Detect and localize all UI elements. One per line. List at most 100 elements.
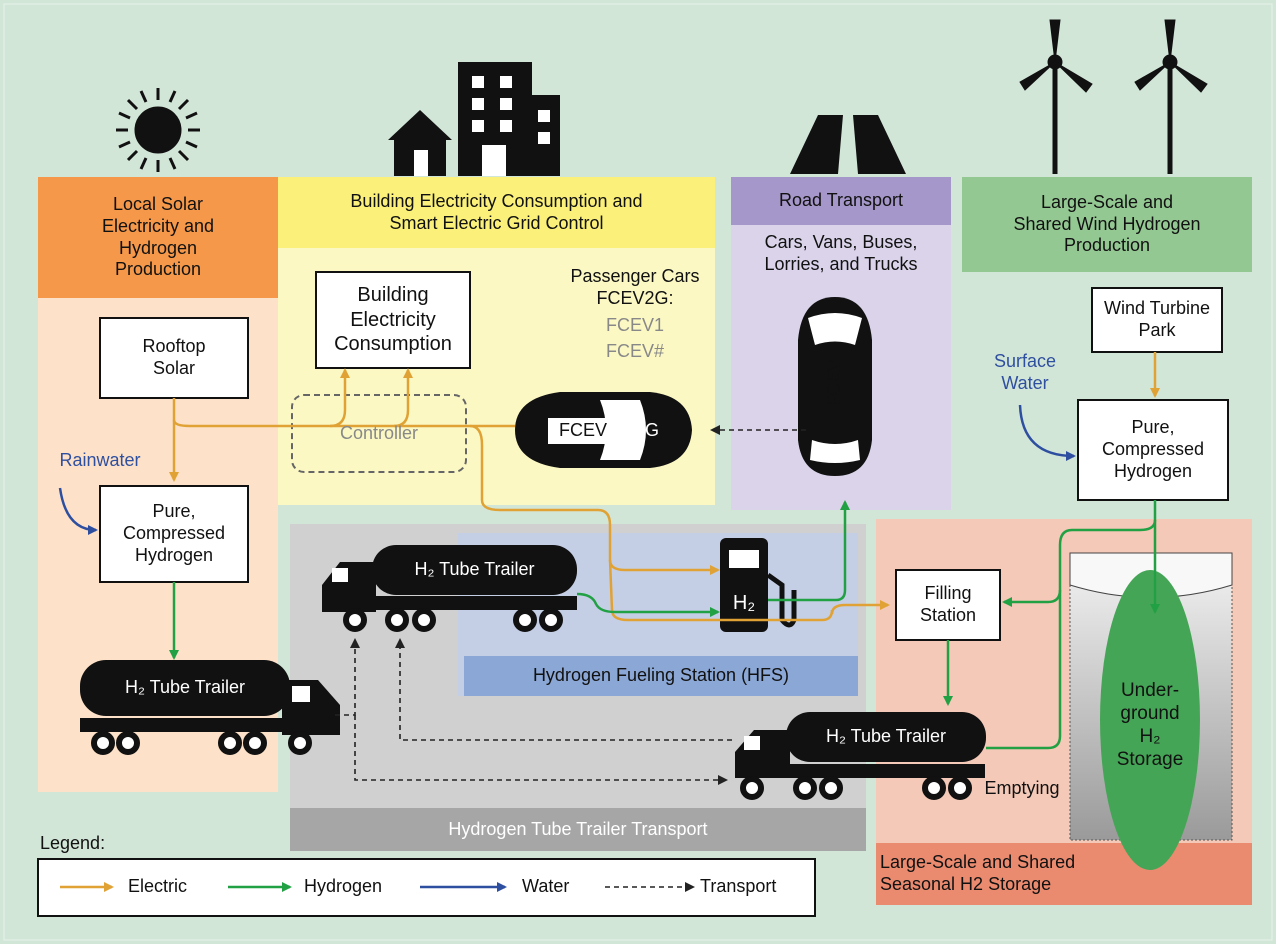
section-title: Local Solar Electricity and Hydrogen Pro… (101, 193, 215, 280)
buildings-icon-part (472, 76, 550, 176)
electric-flows-part (329, 368, 350, 428)
electric-flows-part (608, 559, 890, 622)
hydrogen-flows-part (576, 592, 720, 617)
node-label: Emptying (984, 778, 1060, 799)
trailer-truck-icons-part-part (513, 608, 537, 632)
section-panels-part (464, 656, 858, 696)
trailer-truck-icons-part (292, 686, 310, 702)
sun-icon-part (134, 106, 182, 154)
buildings-icon-part-part (472, 76, 484, 88)
node-label: Filling Station (919, 583, 977, 625)
boxes-part (291, 394, 467, 473)
section-panels-part (38, 177, 278, 298)
trailer-truck-icons-part (372, 545, 577, 595)
node-label: Rainwater (59, 450, 141, 471)
water-flows (58, 404, 1076, 535)
trailer-truck-icons-part-part (793, 776, 817, 800)
trailer-truck-icons-part (80, 718, 340, 732)
legend-item: Hydrogen (304, 876, 383, 897)
sun-icon (116, 88, 200, 172)
trailer-truck-icons-part-part (948, 776, 972, 800)
sun-icon-part (168, 157, 177, 170)
node-label: Surface Water (993, 351, 1057, 393)
boxes-part (99, 485, 249, 583)
trailer-truck-icons-part (744, 736, 760, 750)
hydrogen-flows-part (768, 500, 850, 602)
buildings-icon-part-part (472, 98, 484, 110)
pump-icon-part (729, 550, 759, 568)
sun-icon-part (118, 140, 131, 149)
trailer-truck-icons-part-part (740, 776, 764, 800)
sun-icon-part (185, 111, 198, 120)
trailer-truck-icons-part-part (385, 608, 409, 632)
hydrogen-flows-part (1002, 519, 1157, 607)
wind-turbines-icon-part (1019, 61, 1056, 91)
transport-flows-part (395, 638, 732, 741)
trailer-truck-icons-part (80, 660, 290, 716)
road-icon-part (790, 115, 843, 174)
boxes-part (895, 569, 1001, 641)
trailer-truck-icons-part-part (243, 731, 267, 755)
node-label: Controller (339, 422, 419, 443)
water-flows-part (1018, 404, 1076, 461)
trailer-label: H₂ Tube Trailer (124, 677, 246, 698)
electric-flows-part (172, 419, 515, 428)
section-title: Road Transport (778, 190, 904, 211)
electric-flows-part (393, 368, 413, 428)
sun-icon-part (185, 140, 198, 149)
trailer-truck-icons-part-part (922, 776, 946, 800)
section-title: Hydrogen Fueling Station (HFS) (532, 665, 790, 686)
buildings-icon-part-part (500, 98, 512, 110)
legend-item: Transport (700, 876, 777, 897)
buildings-icon-part-part (500, 76, 512, 88)
sun-icon-part (139, 90, 148, 103)
sun-icon-part (177, 98, 190, 111)
sun-icon-part (126, 98, 139, 111)
road-car-icon-part (808, 313, 862, 345)
frame (3, 3, 1273, 941)
boxes (37, 271, 1229, 917)
trailer-truck-icons (80, 545, 986, 800)
sun-icon-part (118, 111, 131, 120)
node-label: Under-ground H₂ Storage (1116, 679, 1184, 771)
car-label: V2G (622, 420, 660, 441)
road-icon (790, 115, 906, 174)
trailer-truck-icons-part-part (412, 608, 436, 632)
boxes-part (315, 271, 471, 369)
sun-icon-part (168, 90, 177, 103)
node-label: Passenger Cars FCEV2G: (570, 266, 700, 308)
road-car-icon-part (810, 440, 860, 463)
legend-title: Legend: (40, 833, 106, 854)
trailer-truck-icons-part-part (343, 608, 367, 632)
section-panels-part (278, 177, 715, 248)
wind-turbines-icon-part (1049, 19, 1061, 63)
trailer-truck-icons-part (332, 568, 348, 582)
trailer-truck-icons-part-part (116, 731, 140, 755)
trailer-truck-icons-part-part (218, 731, 242, 755)
buildings-icon-part (388, 110, 452, 176)
trailer-label: H₂ Tube Trailer (414, 559, 535, 580)
legend-item: Water (522, 876, 570, 897)
node-label: FCEV1 (605, 315, 665, 336)
section-title: Large-Scale and Shared Wind Hydrogen Pro… (1013, 191, 1201, 256)
trailer-truck-icons-part-part (819, 776, 843, 800)
node-label: Building Electricity Consumption (334, 284, 452, 356)
sun-icon-part (177, 149, 190, 162)
electric-flows-part (469, 424, 720, 575)
trailer-truck-icons-part (735, 764, 985, 778)
wind-turbines-icon-part (1134, 61, 1171, 91)
water-flows-part (58, 487, 98, 535)
node-label: Pure, Compressed Hydrogen (122, 501, 226, 565)
buildings-icon-part (414, 150, 428, 176)
electric-flows (169, 352, 1160, 622)
transport-flows-part (354, 715, 728, 785)
buildings-icon-part-part (472, 120, 484, 132)
sun-icon-part (139, 157, 148, 170)
buildings-icon-part-part (538, 132, 550, 144)
wind-turbines-icon-part (1169, 61, 1208, 93)
node-label: Rooftop Solar (142, 336, 206, 378)
section-panels-part (962, 177, 1252, 272)
pump-label: H₂ (732, 591, 756, 614)
boxes-part (99, 317, 249, 399)
buildings-icon-part-part (500, 120, 512, 132)
